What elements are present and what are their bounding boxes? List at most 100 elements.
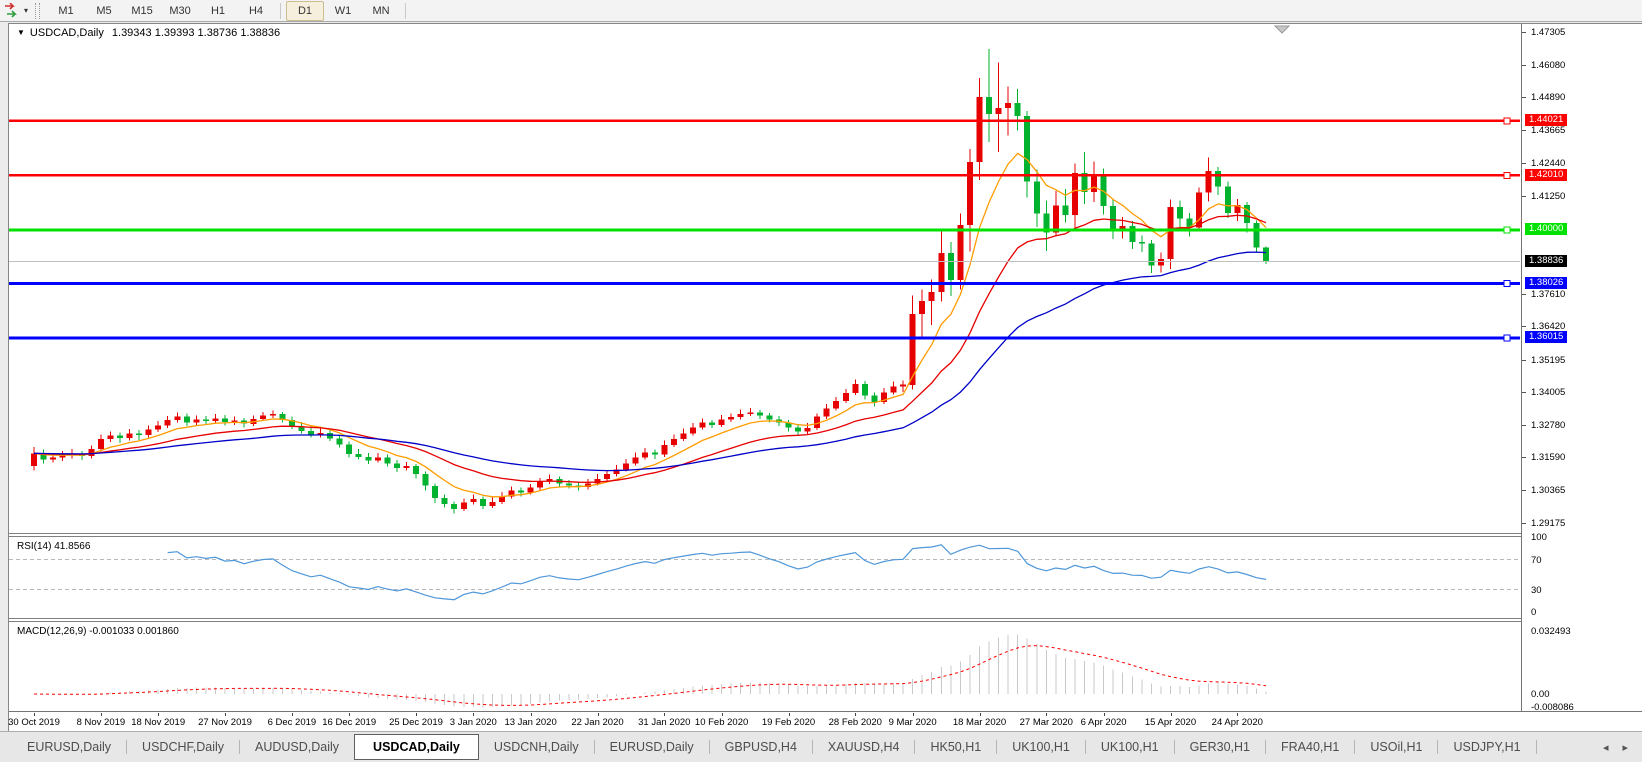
price-axis-label: 1.30365 <box>1531 485 1566 497</box>
candle-body <box>1091 174 1098 192</box>
tab-scroll-right-icon[interactable]: ▸ <box>1622 741 1628 754</box>
candle-body <box>365 456 372 461</box>
candle-body <box>785 422 792 428</box>
candle-body <box>900 384 907 387</box>
tab-separator <box>1265 740 1267 754</box>
toolbar-dropdown-caret[interactable]: ▾ <box>24 6 29 15</box>
candle-body <box>1052 205 1059 233</box>
tab-item-usdcad-daily[interactable]: USDCAD,Daily <box>354 734 479 760</box>
candle-body <box>995 108 1002 114</box>
candle-body <box>518 490 524 493</box>
tab-item-uk100-h1[interactable]: UK100,H1 <box>1100 740 1159 754</box>
tab-item-gbpusd-h4[interactable]: GBPUSD,H4 <box>724 740 797 754</box>
tab-separator <box>996 740 998 754</box>
timeframe-button-m15[interactable]: M15 <box>131 4 153 17</box>
candle-body <box>279 414 286 420</box>
tab-item-uk100-h1[interactable]: UK100,H1 <box>1012 740 1070 754</box>
candle-body <box>1100 174 1107 206</box>
candle-body <box>1205 170 1212 193</box>
timeframe-button-h1[interactable]: H1 <box>210 4 226 17</box>
candle-body <box>919 300 926 314</box>
tab-item-eurusd-daily[interactable]: EURUSD,Daily <box>609 740 694 754</box>
chart-symbol-label: USDCAD,Daily <box>29 27 104 39</box>
candle-body <box>756 412 763 416</box>
timeframe-button-w1[interactable]: W1 <box>334 4 352 17</box>
macd-layer <box>33 634 1267 708</box>
pane-separators[interactable] <box>9 533 1521 622</box>
tab-item-eurusd-daily[interactable]: EURUSD,Daily <box>27 740 112 754</box>
tab-item-audusd-daily[interactable]: AUDUSD,Daily <box>255 740 340 754</box>
hline-handle[interactable] <box>1503 334 1511 342</box>
price-axis-label: 1.36420 <box>1531 321 1566 333</box>
timeframe-button-m30[interactable]: M30 <box>169 4 191 17</box>
tab-item-usdcnh-daily[interactable]: USDCNH,Daily <box>493 740 579 754</box>
toolbar-grip <box>35 2 41 19</box>
ma-line-21 <box>33 214 1267 483</box>
rsi-axis-label: 0 <box>1531 607 1537 618</box>
timeframe-button-d1[interactable]: D1 <box>286 0 325 21</box>
candle-body <box>527 487 534 493</box>
date-axis: 30 Oct 2019 8 Nov 2019 18 Nov 2019 27 Nov 2… <box>8 711 1642 731</box>
candle-body <box>623 463 630 470</box>
candle-body <box>1005 103 1012 108</box>
candle-body <box>50 457 57 460</box>
tab-item-usdchf-daily[interactable]: USDCHF,Daily <box>142 740 224 754</box>
arrows-tool-icon[interactable] <box>3 1 23 19</box>
chart-title-caret[interactable]: ▼ <box>17 28 25 37</box>
candle-body <box>709 422 716 425</box>
price-badge: 1.44021 <box>1525 114 1568 127</box>
price-chart-canvas[interactable] <box>9 24 1521 711</box>
tab-separator <box>1173 740 1175 754</box>
date-axis-label: 25 Dec 2019 <box>389 717 443 728</box>
candle-body <box>441 497 448 504</box>
candle-body <box>413 466 419 475</box>
toolbar-separator <box>280 2 282 19</box>
hline-handle[interactable] <box>1503 279 1511 287</box>
tab-item-hk50-h1[interactable]: HK50,H1 <box>930 740 982 754</box>
tab-item-fra40-h1[interactable]: FRA40,H1 <box>1281 740 1340 754</box>
tab-separator <box>1084 740 1086 754</box>
hline-handle[interactable] <box>1503 117 1511 125</box>
price-tick-mark <box>1522 424 1526 426</box>
date-tick-mark <box>855 713 857 716</box>
tab-item-xauusd-h4[interactable]: XAUUSD,H4 <box>827 740 900 754</box>
candle-body <box>670 438 677 445</box>
candle-body <box>174 416 181 420</box>
candle-body <box>871 395 878 402</box>
hline-handle[interactable] <box>1503 171 1511 179</box>
candle-body <box>183 416 190 423</box>
date-axis-label: 6 Apr 2020 <box>1080 717 1127 728</box>
candle-body <box>1129 225 1136 242</box>
candle-body <box>107 435 114 439</box>
price-axis-label: 1.34005 <box>1531 386 1566 398</box>
candle-body <box>632 457 639 464</box>
date-tick-mark <box>1237 713 1239 716</box>
candle-body <box>222 418 228 423</box>
tab-item-usoil-h1[interactable]: USOil,H1 <box>1370 740 1423 754</box>
timeframe-button-m1[interactable]: M1 <box>58 4 74 17</box>
date-tick-mark <box>912 713 914 716</box>
hlines-layer[interactable] <box>9 117 1520 342</box>
candle-body <box>642 452 649 458</box>
candle-body <box>976 97 983 163</box>
price-badge: 1.38026 <box>1525 276 1568 289</box>
timeframe-button-m5[interactable]: M5 <box>96 4 112 17</box>
price-tick-mark <box>1522 457 1526 459</box>
candle-body <box>1224 186 1231 213</box>
tab-item-ger30-h1[interactable]: GER30,H1 <box>1189 740 1251 754</box>
chart-shift-marker-icon[interactable] <box>1273 25 1291 34</box>
tab-separator <box>708 740 710 754</box>
candle-body <box>966 162 973 225</box>
candle-body <box>489 502 496 507</box>
timeframe-button-h4[interactable]: H4 <box>248 4 264 17</box>
hline-handle[interactable] <box>1503 226 1511 234</box>
tab-item-usdjpy-h1[interactable]: USDJPY,H1 <box>1453 740 1521 754</box>
candle-body <box>470 499 477 503</box>
date-tick-mark <box>979 713 981 716</box>
candle-body <box>690 427 696 434</box>
tab-scroll-left-icon[interactable]: ◂ <box>1602 741 1609 754</box>
timeframe-button-mn[interactable]: MN <box>372 4 390 17</box>
chart-tab-bar: EURUSD,Daily USDCHF,Daily AUDUSD,Daily USDC… <box>0 731 1642 762</box>
candle-body <box>212 418 219 421</box>
candle-body <box>1072 173 1078 215</box>
